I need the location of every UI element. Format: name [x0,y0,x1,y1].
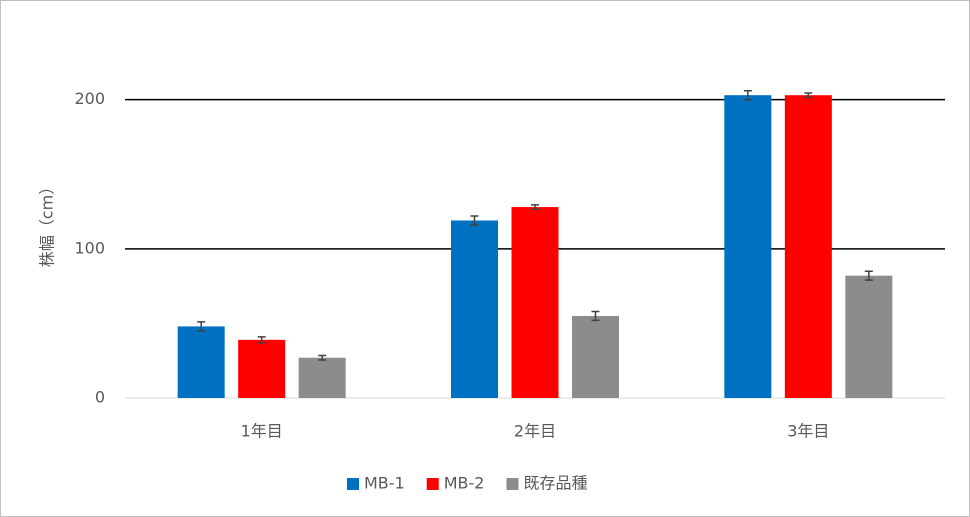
x-tick-label: 3年目 [787,422,829,441]
error-bar [804,92,813,99]
bar [724,95,772,399]
error-bar [591,310,600,322]
y-tick-label: 100 [74,238,105,257]
bar [238,339,286,398]
bar [511,207,559,398]
bar [572,315,619,398]
error-bar [257,336,266,344]
x-tick-label: 1年目 [241,422,283,441]
legend-label: MB-1 [364,474,405,493]
y-tick-label: 200 [74,89,105,108]
legend-swatch [426,478,439,490]
legend-swatch [506,478,519,490]
y-tick-label: 0 [95,388,105,407]
bar [177,326,225,398]
x-tick-label: 2年目 [514,422,556,441]
bar [298,357,346,398]
error-bar [318,354,327,361]
bar [845,275,893,398]
error-bar [864,270,873,281]
bar [451,220,498,398]
bar [784,95,832,399]
legend-label: 既存品種 [523,474,587,493]
error-bar [743,89,752,101]
y-axis-title: 株幅（cm） [38,179,57,267]
error-bar [531,204,539,211]
error-bar [470,215,479,226]
legend-label: MB-2 [444,474,485,493]
legend-swatch [347,478,359,490]
error-bar [197,321,206,332]
